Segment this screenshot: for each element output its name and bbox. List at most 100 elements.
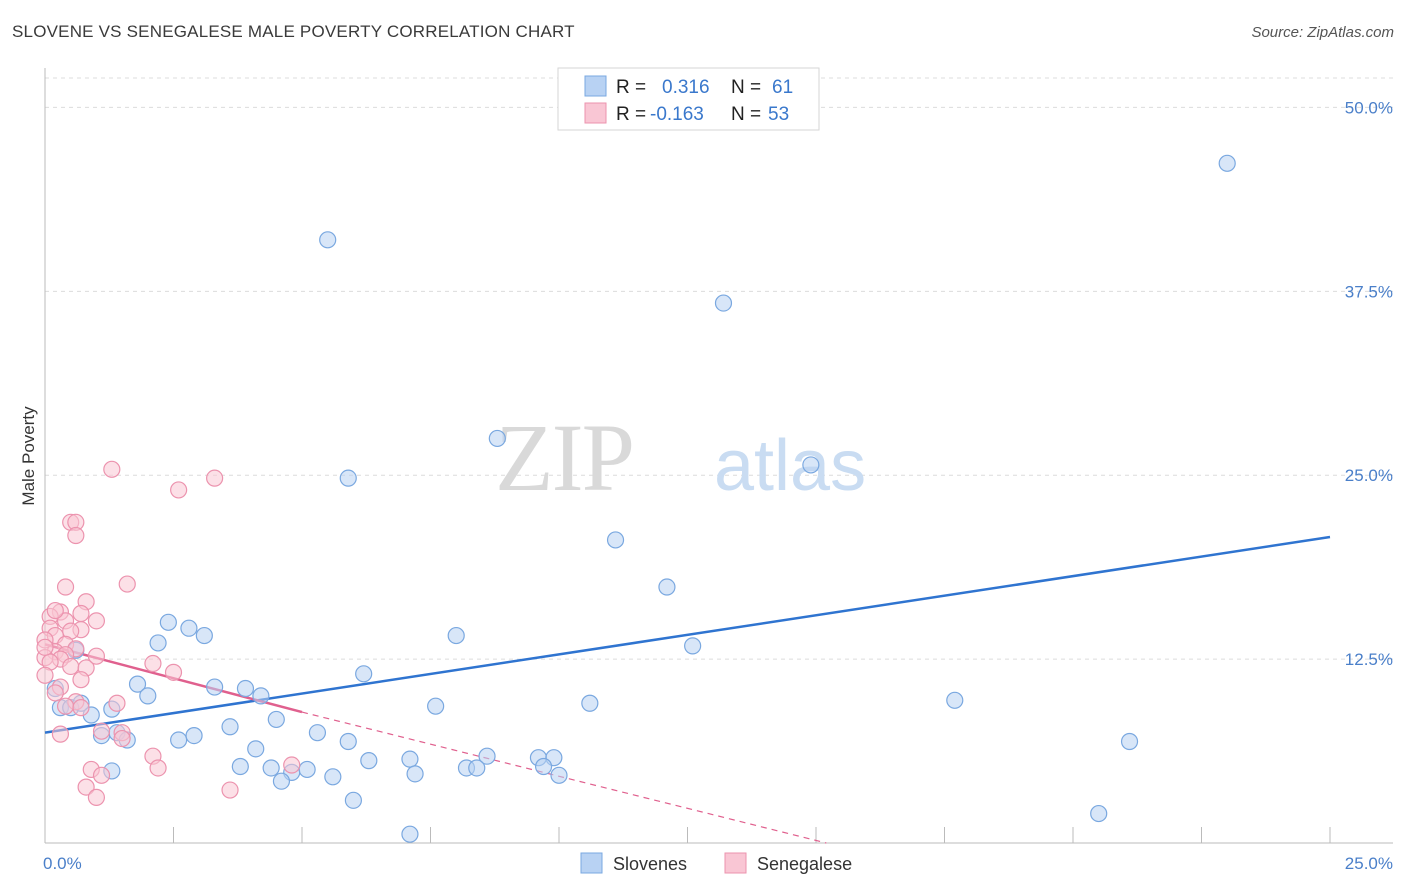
slovenes-point-36: [247, 740, 265, 758]
senegalese-point-40: [92, 722, 111, 740]
bottom-legend-label-slovenes: Slovenes: [613, 854, 687, 874]
slovenes-point-10: [195, 626, 213, 645]
bottom-legend-label-senegalese: Senegalese: [757, 854, 852, 874]
slovenes-point-17: [206, 678, 224, 696]
slovenes-trend-line: [44, 535, 1331, 734]
slovenes-point-5: [802, 456, 820, 474]
senegalese-trend-extension: [301, 711, 827, 844]
legend-n-label-2: N =: [731, 104, 761, 125]
data-points: [36, 154, 1236, 843]
y-tick-label-3: 50.0%: [1345, 98, 1393, 117]
senegalese-point-44: [149, 759, 167, 777]
slovenes-point-50: [324, 768, 342, 786]
slovenes-point-28: [267, 710, 285, 729]
slovenes-point-57: [401, 825, 419, 843]
y-axis-label: Male Poverty: [19, 406, 38, 506]
bottom-legend-swatch-senegalese: [724, 852, 747, 874]
senegalese-point-52: [46, 601, 64, 620]
slovenes-point-53: [468, 759, 486, 777]
grid-lines: [45, 77, 1393, 660]
top-legend: R = 0.316 N = 61 R = -0.163 N = 53: [557, 67, 820, 131]
senegalese-point-0: [103, 460, 121, 478]
senegalese-point-27: [144, 654, 162, 673]
senegalese-point-42: [113, 729, 131, 748]
slovenes-point-33: [185, 727, 203, 745]
senegalese-point-46: [92, 766, 111, 784]
tick-labels: 12.5% 25.0% 37.5% 50.0% 0.0% 25.0%: [43, 98, 1393, 873]
x-tick-label-1: 25.0%: [1345, 854, 1393, 873]
y-tick-label-1: 25.0%: [1345, 466, 1393, 485]
senegalese-point-50: [221, 781, 239, 799]
source-label: Source: ZipAtlas.com: [1251, 24, 1394, 41]
slovenes-point-11: [149, 634, 167, 652]
slovenes-point-12: [447, 626, 465, 645]
slovenes-point-60: [1090, 804, 1108, 823]
bottom-legend-swatch-slovenes: [580, 852, 603, 874]
legend-n-value-2: 53: [768, 104, 789, 125]
senegalese-point-48: [77, 778, 95, 796]
slovenes-point-2: [714, 294, 733, 312]
senegalese-point-33: [46, 684, 64, 702]
legend-swatch-slovenes: [584, 75, 607, 97]
senegalese-point-49: [87, 788, 106, 806]
senegalese-point-39: [51, 725, 70, 743]
x-tick-label-0: 0.0%: [43, 854, 82, 873]
senegalese-point-34: [87, 647, 106, 665]
slovenes-point-34: [221, 718, 239, 736]
slovenes-point-18: [236, 679, 255, 698]
senegalese-point-1: [170, 481, 188, 499]
slovenes-point-25: [427, 697, 445, 715]
chart-title: SLOVENE VS SENEGALESE MALE POVERTY CORRE…: [12, 22, 575, 41]
senegalese-point-38: [72, 699, 90, 717]
slovenes-point-45: [262, 759, 280, 777]
legend-r-value-2: -0.163: [650, 104, 704, 125]
senegalese-point-5: [67, 526, 85, 545]
slovenes-point-39: [360, 752, 378, 770]
senegalese-point-51: [36, 638, 54, 656]
slovenes-point-55: [550, 766, 568, 784]
slovenes-point-16: [139, 687, 157, 705]
senegalese-point-10: [72, 604, 90, 623]
slovenes-point-49: [272, 772, 291, 790]
senegalese-point-7: [56, 578, 75, 596]
slovenes-point-37: [339, 732, 357, 751]
senegalese-point-37: [108, 694, 126, 712]
legend-r-label-2: R =: [616, 104, 646, 125]
senegalese-point-6: [118, 575, 136, 593]
slovenes-point-9: [180, 619, 198, 637]
senegalese-point-13: [87, 612, 106, 630]
senegalese-point-2: [206, 469, 224, 487]
slovenes-point-51: [406, 765, 424, 783]
y-tick-label-2: 37.5%: [1345, 282, 1393, 301]
senegalese-point-47: [283, 756, 301, 774]
senegalese-point-31: [72, 671, 90, 689]
slovenes-point-26: [581, 694, 599, 712]
slovenes-point-44: [231, 757, 249, 776]
slovenes-point-13: [684, 637, 702, 655]
slovenes-point-38: [1120, 732, 1139, 751]
slovenes-point-56: [344, 791, 362, 809]
slovenes-point-14: [355, 665, 373, 683]
legend-n-value-1: 61: [772, 77, 793, 98]
slovenes-point-0: [319, 231, 337, 249]
watermark-zip: ZIP: [495, 404, 633, 511]
slovenes-point-19: [252, 687, 270, 705]
legend-swatch-senegalese: [584, 102, 607, 124]
slovenes-point-27: [946, 691, 964, 709]
slovenes-point-3: [488, 429, 506, 448]
slovenes-point-8: [159, 613, 177, 631]
slovenes-point-7: [658, 578, 676, 596]
axes: [44, 68, 1393, 844]
watermark: ZIP atlas: [495, 404, 866, 511]
senegalese-point-26: [62, 657, 80, 676]
slovenes-point-32: [170, 731, 188, 749]
senegalese-point-30: [36, 666, 54, 684]
slovenes-point-15: [128, 675, 147, 693]
legend-r-label-1: R =: [616, 77, 646, 98]
watermark-atlas: atlas: [714, 426, 866, 506]
senegalese-point-29: [164, 663, 183, 681]
slovenes-point-35: [308, 724, 327, 742]
slovenes-point-54: [534, 757, 553, 776]
slovenes-point-48: [298, 760, 316, 779]
